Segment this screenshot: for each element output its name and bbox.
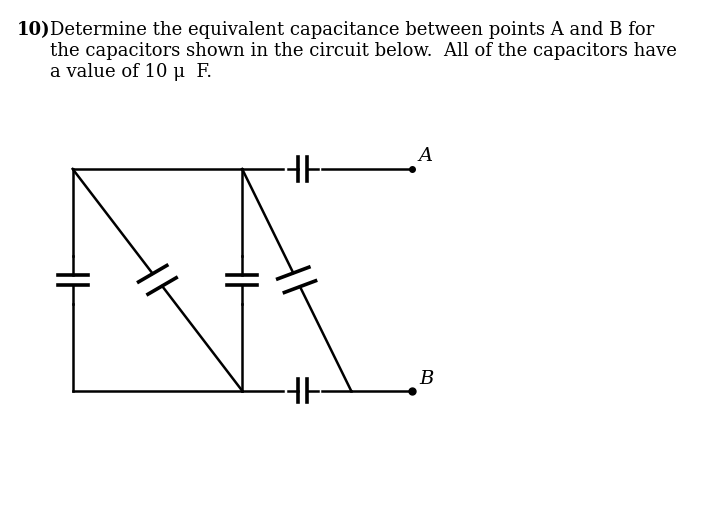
- Text: 10): 10): [17, 21, 50, 39]
- Text: Determine the equivalent capacitance between points A and B for
the capacitors s: Determine the equivalent capacitance bet…: [50, 21, 677, 81]
- Text: A: A: [419, 147, 433, 165]
- Text: B: B: [419, 370, 433, 388]
